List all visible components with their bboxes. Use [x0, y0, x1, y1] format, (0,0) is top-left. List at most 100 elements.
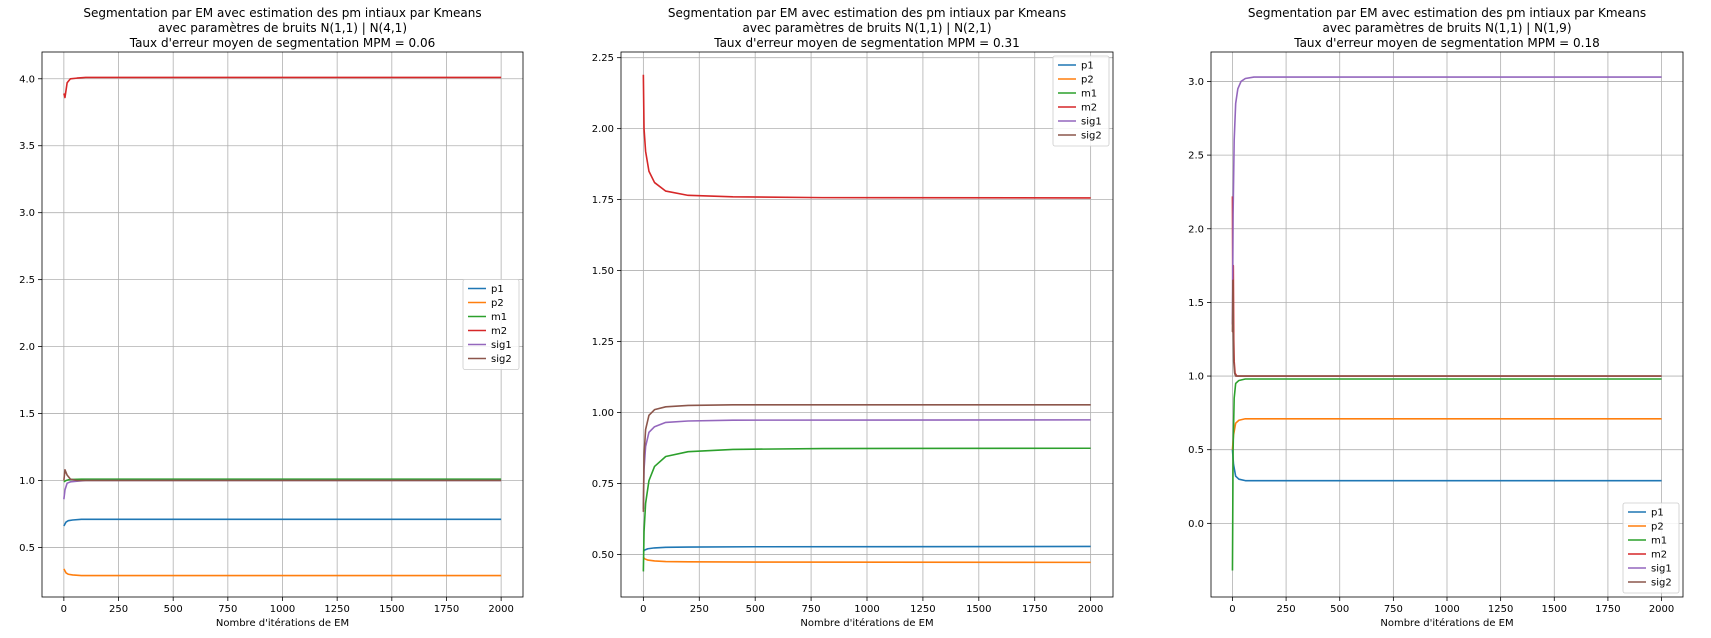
y-tick-label: 2.0: [1188, 224, 1204, 235]
y-tick-label: 1.25: [592, 337, 614, 348]
series-line-sig2: [63, 468, 502, 482]
x-tick-label: 1500: [966, 604, 991, 615]
y-tick-label: 1.5: [1188, 298, 1204, 309]
x-tick-label: 1500: [1542, 604, 1567, 615]
chart-title-line-2: avec paramètres de bruits N(1,1) | N(4,1…: [158, 21, 407, 35]
x-axis-label: Nombre d'itérations de EM: [216, 617, 349, 629]
legend: p1 p2 m1 m2 sig1 sig2: [462, 279, 520, 370]
legend-label-m2: m2: [1651, 550, 1667, 561]
y-tick-label: 0.75: [592, 479, 614, 490]
x-tick-label: 1250: [324, 604, 349, 615]
x-tick-label: 500: [1330, 604, 1349, 615]
x-tick-label: 250: [109, 604, 128, 615]
chart-title-line-1: Segmentation par EM avec estimation des …: [83, 6, 481, 20]
axes-frame: [41, 51, 524, 598]
y-tick-label: 4.0: [19, 74, 35, 85]
legend-label-p2: p2: [491, 298, 504, 309]
y-tick-label: 1.50: [592, 266, 614, 277]
series-line-m2: [642, 74, 1091, 199]
x-tick-label: 1000: [270, 604, 295, 615]
y-tick-label: 2.5: [1188, 151, 1204, 162]
axes-frame: [1210, 51, 1684, 598]
series-line-p2: [642, 556, 1091, 564]
x-axis-label: Nombre d'itérations de EM: [800, 617, 933, 629]
x-tick-label: 1750: [1022, 604, 1047, 615]
legend-label-sig2: sig2: [1651, 578, 1672, 589]
y-tick-label: 1.5: [19, 409, 35, 420]
x-tick-label: 1500: [379, 604, 404, 615]
x-tick-label: 0: [1229, 604, 1235, 615]
legend-label-sig2: sig2: [1081, 131, 1102, 142]
chart-title-line-3: Taux d'erreur moyen de segmentation MPM …: [713, 36, 1020, 50]
legend-label-sig1: sig1: [1081, 117, 1102, 128]
legend-label-m2: m2: [491, 326, 507, 337]
series-lines: [1231, 76, 1662, 571]
series-lines: [642, 74, 1091, 572]
chart-panel-2: 0 250 500 750 1000 1250 1500 1750 2000 0.50 0.75 1.…: [592, 6, 1114, 629]
series-line-p1: [63, 518, 502, 527]
y-tick-label: 1.0: [19, 476, 35, 487]
series-line-sig2: [1231, 279, 1662, 377]
chart-title-line-1: Segmentation par EM avec estimation des …: [1248, 6, 1646, 20]
x-tick-label: 500: [164, 604, 183, 615]
x-tick-label: 2000: [1078, 604, 1103, 615]
legend-label-m1: m1: [491, 312, 507, 323]
x-tick-label: 750: [218, 604, 237, 615]
grid: [42, 52, 523, 597]
legend-label-sig2: sig2: [491, 354, 512, 365]
legend-label-p2: p2: [1081, 75, 1094, 86]
legend-label-p1: p1: [491, 284, 504, 295]
x-tick-label: 0: [61, 604, 67, 615]
x-tick-label: 750: [1384, 604, 1403, 615]
legend: p1 p2 m1 m2 sig1 sig2: [1052, 55, 1110, 147]
series-line-p1: [642, 545, 1091, 553]
y-tick-label: 1.0: [1188, 372, 1204, 383]
x-tick-label: 1000: [854, 604, 879, 615]
chart-title-line-2: avec paramètres de bruits N(1,1) | N(1,9…: [1323, 21, 1572, 35]
chart-panel-1: 0 250 500 750 1000 1250 1500 1750 2000 0.5 1.0 1.5 2…: [19, 6, 524, 629]
chart-title-line-2: avec paramètres de bruits N(1,1) | N(2,1…: [743, 21, 992, 35]
series-lines: [63, 76, 502, 577]
legend: p1 p2 m1 m2 sig1 sig2: [1622, 502, 1680, 594]
legend-label-m1: m1: [1081, 89, 1097, 100]
x-tick-label: 1250: [1488, 604, 1513, 615]
x-tick-label: 0: [640, 604, 646, 615]
legend-label-p2: p2: [1651, 522, 1664, 533]
x-tick-label: 1750: [1595, 604, 1620, 615]
legend-label-m1: m1: [1651, 536, 1667, 547]
x-tick-label: 250: [690, 604, 709, 615]
series-line-m1: [642, 447, 1091, 572]
legend-label-m2: m2: [1081, 103, 1097, 114]
chart-title-line-3: Taux d'erreur moyen de segmentation MPM …: [129, 36, 436, 50]
grid: [1211, 52, 1683, 597]
series-line-sig2: [642, 404, 1091, 512]
x-tick-label: 1000: [1434, 604, 1459, 615]
y-tick-label: 1.75: [592, 195, 614, 206]
y-tick-label: 0.5: [19, 543, 35, 554]
x-tick-label: 1750: [434, 604, 459, 615]
x-tick-label: 2000: [488, 604, 513, 615]
legend-label-sig1: sig1: [1651, 564, 1672, 575]
y-tick-label: 2.0: [19, 342, 35, 353]
y-tick-label: 3.0: [1188, 77, 1204, 88]
x-tick-label: 2000: [1649, 604, 1674, 615]
chart-panel-3: 0 250 500 750 1000 1250 1500 1750 2000 0.0 0.5 1.0 1…: [1188, 6, 1684, 629]
legend-label-p1: p1: [1651, 508, 1664, 519]
grid: [621, 52, 1113, 597]
y-tick-label: 2.25: [592, 53, 614, 64]
series-line-m2: [63, 76, 502, 99]
x-tick-label: 1250: [910, 604, 935, 615]
y-tick-label: 0.5: [1188, 445, 1204, 456]
x-tick-label: 750: [802, 604, 821, 615]
chart-title-line-3: Taux d'erreur moyen de segmentation MPM …: [1293, 36, 1600, 50]
axes-frame: [620, 51, 1114, 598]
y-tick-label: 3.5: [19, 141, 35, 152]
series-line-p2: [63, 568, 502, 577]
y-tick-label: 2.5: [19, 275, 35, 286]
y-tick-label: 0.0: [1188, 519, 1204, 530]
legend-label-p1: p1: [1081, 61, 1094, 72]
x-axis-label: Nombre d'itérations de EM: [1380, 617, 1513, 629]
y-tick-label: 0.50: [592, 550, 614, 561]
y-tick-label: 1.00: [592, 408, 614, 419]
